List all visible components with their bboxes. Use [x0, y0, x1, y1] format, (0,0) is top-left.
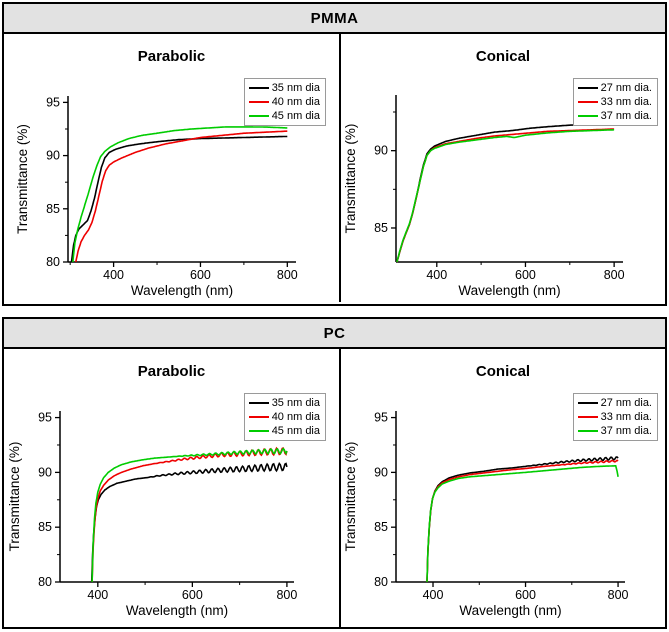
- svg-text:Transmittance (%): Transmittance (%): [343, 124, 358, 234]
- legend-line-swatch: [248, 430, 269, 432]
- panel-pc-body: Parabolic 400 600 800 80 85 90 95 Wavelength (n…: [4, 349, 665, 627]
- legend-label: 40 nm dia: [271, 96, 320, 108]
- svg-text:400: 400: [87, 588, 108, 602]
- legend-line-swatch: [248, 402, 269, 404]
- svg-text:85: 85: [46, 202, 60, 216]
- svg-text:Transmittance (%): Transmittance (%): [7, 442, 22, 552]
- chart-wrap: 400 600 800 80 85 90 95 Wavelength (nm) Transmit…: [341, 387, 665, 627]
- chart-wrap: 400 600 800 80 85 90 95 Wavelength (nm) Transmit…: [4, 387, 339, 627]
- svg-text:600: 600: [515, 268, 536, 282]
- legend-item: 27 nm dia.: [577, 81, 652, 95]
- svg-text:Wavelength (nm): Wavelength (nm): [126, 603, 228, 618]
- svg-text:95: 95: [374, 411, 388, 425]
- legend-label: 35 nm dia: [271, 397, 320, 409]
- chart-pmma-conical: Conical 400 600 800 85 90 Wavelength (nm) Tran…: [341, 34, 665, 302]
- chart-plot-pc-conical: 400 600 800 80 85 90 95 Wavelength (nm) Transmit…: [343, 411, 629, 618]
- legend-item: 33 nm dia.: [577, 95, 652, 109]
- panel-pmma-body: Parabolic 400 600 800 80 85 90 95 Wavelength (n…: [4, 34, 665, 302]
- svg-text:600: 600: [515, 588, 536, 602]
- legend-line-swatch: [577, 101, 598, 103]
- svg-text:800: 800: [277, 268, 298, 282]
- chart-title-pmma-parabolic: Parabolic: [137, 48, 206, 65]
- svg-text:Transmittance (%): Transmittance (%): [343, 442, 358, 552]
- svg-text:90: 90: [38, 465, 52, 479]
- svg-text:600: 600: [190, 268, 211, 282]
- svg-text:Transmittance (%): Transmittance (%): [15, 124, 30, 234]
- legend-line-swatch: [577, 402, 598, 404]
- legend-label: 37 nm dia.: [600, 425, 652, 437]
- svg-text:800: 800: [276, 588, 297, 602]
- svg-text:600: 600: [182, 588, 203, 602]
- legend-label: 27 nm dia.: [600, 82, 652, 94]
- svg-text:Wavelength (nm): Wavelength (nm): [131, 283, 233, 298]
- chart-title-pc-parabolic: Parabolic: [137, 363, 206, 380]
- svg-text:80: 80: [38, 575, 52, 589]
- chart-pc-conical: Conical 400 600 800 80 85 90 95 Wavelength (nm)…: [341, 349, 665, 627]
- legend-item: 45 nm dia: [248, 109, 320, 123]
- panel-pc-header: PC: [4, 319, 665, 349]
- legend-item: 40 nm dia: [248, 95, 320, 109]
- svg-text:95: 95: [38, 411, 52, 425]
- chart-wrap: 400 600 800 85 90 Wavelength (nm) Transmittanc…: [341, 72, 665, 302]
- legend-item: 45 nm dia: [248, 424, 320, 438]
- legend-item: 40 nm dia: [248, 410, 320, 424]
- svg-text:85: 85: [374, 221, 388, 235]
- chart-wrap: 400 600 800 80 85 90 95 Wavelength (nm) Transmit…: [4, 72, 339, 302]
- panel-pmma-header: PMMA: [4, 4, 665, 34]
- legend-pmma-parabolic: 35 nm dia 40 nm dia 45 nm dia: [243, 78, 326, 126]
- legend-line-swatch: [248, 416, 269, 418]
- legend-line-swatch: [248, 87, 269, 89]
- svg-text:Wavelength (nm): Wavelength (nm): [458, 283, 560, 298]
- legend-label: 45 nm dia: [271, 110, 320, 122]
- panel-pmma-title: PMMA: [310, 9, 359, 27]
- svg-text:80: 80: [374, 575, 388, 589]
- legend-line-swatch: [248, 101, 269, 103]
- legend-line-swatch: [577, 87, 598, 89]
- svg-text:Wavelength (nm): Wavelength (nm): [459, 603, 561, 618]
- svg-text:400: 400: [426, 268, 447, 282]
- panel-pc-title: PC: [323, 324, 346, 342]
- svg-text:85: 85: [374, 520, 388, 534]
- legend-label: 33 nm dia.: [600, 96, 652, 108]
- legend-label: 33 nm dia.: [600, 411, 652, 423]
- legend-line-swatch: [248, 115, 269, 117]
- chart-plot-pmma-conical: 400 600 800 85 90 Wavelength (nm) Transmittanc…: [343, 95, 625, 298]
- svg-text:85: 85: [38, 520, 52, 534]
- legend-item: 37 nm dia.: [577, 109, 652, 123]
- chart-title-pmma-conical: Conical: [475, 48, 531, 65]
- legend-item: 35 nm dia: [248, 81, 320, 95]
- svg-text:400: 400: [423, 588, 444, 602]
- svg-text:90: 90: [46, 149, 60, 163]
- legend-item: 37 nm dia.: [577, 424, 652, 438]
- svg-text:800: 800: [604, 268, 625, 282]
- panel-pc: PC Parabolic 400 600 800 80 85 90 95 Wavelength…: [2, 317, 667, 629]
- chart-title-pc-conical: Conical: [475, 363, 531, 380]
- legend-line-swatch: [577, 430, 598, 432]
- svg-text:95: 95: [46, 95, 60, 109]
- legend-label: 40 nm dia: [271, 411, 320, 423]
- chart-pmma-parabolic: Parabolic 400 600 800 80 85 90 95 Wavelength (n…: [4, 34, 341, 302]
- panel-pmma: PMMA Parabolic 400 600 800 80 85 90 95 Waveleng…: [2, 2, 667, 306]
- svg-text:400: 400: [103, 268, 124, 282]
- legend-pmma-conical: 27 nm dia. 33 nm dia. 37 nm dia.: [572, 78, 658, 126]
- chart-plot-pc-parabolic: 400 600 800 80 85 90 95 Wavelength (nm) Transmit…: [7, 411, 297, 618]
- legend-pc-parabolic: 35 nm dia 40 nm dia 45 nm dia: [243, 393, 326, 441]
- legend-label: 35 nm dia: [271, 82, 320, 94]
- svg-text:90: 90: [374, 144, 388, 158]
- svg-text:80: 80: [46, 255, 60, 269]
- chart-pc-parabolic: Parabolic 400 600 800 80 85 90 95 Wavelength (n…: [4, 349, 341, 627]
- legend-label: 45 nm dia: [271, 425, 320, 437]
- legend-item: 33 nm dia.: [577, 410, 652, 424]
- legend-line-swatch: [577, 416, 598, 418]
- legend-item: 35 nm dia: [248, 396, 320, 410]
- legend-label: 27 nm dia.: [600, 397, 652, 409]
- svg-text:800: 800: [608, 588, 629, 602]
- legend-line-swatch: [577, 115, 598, 117]
- legend-item: 27 nm dia.: [577, 396, 652, 410]
- legend-label: 37 nm dia.: [600, 110, 652, 122]
- legend-pc-conical: 27 nm dia. 33 nm dia. 37 nm dia.: [572, 393, 658, 441]
- svg-text:90: 90: [374, 465, 388, 479]
- chart-plot-pmma-parabolic: 400 600 800 80 85 90 95 Wavelength (nm) Transmit…: [15, 95, 298, 298]
